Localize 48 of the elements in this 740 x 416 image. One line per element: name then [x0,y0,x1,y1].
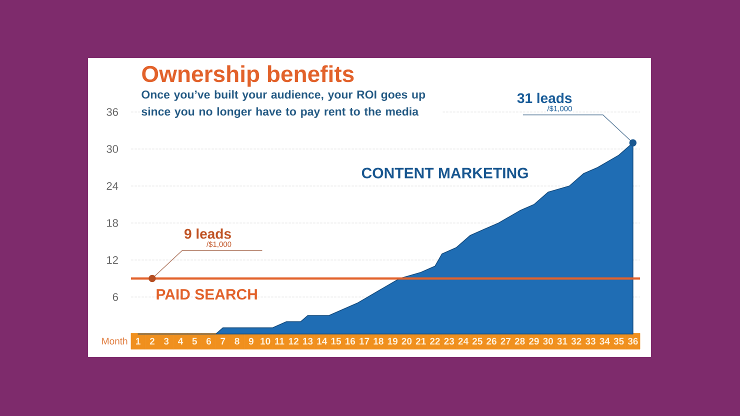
x-tick-label: 35 [614,338,624,345]
x-tick-label: 23 [444,338,454,345]
series-label: PAID SEARCH [156,289,257,300]
x-tick-label: 28 [514,338,525,345]
x-tick-label: 11 [275,338,284,344]
x-tick-label: 6 [206,338,212,345]
y-tick-label: 30 [106,145,118,153]
x-tick-label: 19 [388,338,398,345]
chart-title: Ownership benefits [142,65,354,87]
x-tick-label: 22 [430,338,440,345]
x-tick-label: 2 [150,338,154,345]
x-tick-label: 14 [317,338,328,344]
chart-subtitle: Once you’ve built your audience, your ROI goes up since you no longer have to pay rent to the media [142,90,426,118]
y-tick-label: 36 [106,108,118,116]
x-tick-label: 17 [360,338,370,344]
x-tick-label: 31 [557,338,568,345]
x-axis-title: Month [102,338,128,344]
y-tick-label: 12 [107,256,118,264]
x-tick-label: 24 [458,338,468,345]
series-label: CONTENT MARKETING [362,168,528,178]
x-tick-label: 21 [416,338,426,345]
x-tick-label: 10 [260,338,270,345]
x-tick-label: 25 [472,338,482,345]
x-tick-label: 36 [628,338,638,345]
x-tick-label: 3 [164,338,169,345]
x-tick-label: 16 [345,338,356,345]
y-tick-label: 18 [107,219,118,227]
x-tick-label: 1 [136,338,140,344]
x-tick-label: 7 [220,338,226,344]
x-tick-label: 34 [600,338,610,345]
x-tick-label: 33 [585,338,596,345]
x-tick-label: 4 [178,338,184,344]
x-tick-label: 27 [500,338,511,345]
annotation: 31 leads [517,92,572,104]
x-tick-label: 12 [288,338,299,345]
x-tick-label: 8 [234,338,240,345]
x-tick-label: 18 [374,338,384,345]
x-tick-label: 20 [402,338,412,345]
y-tick-label: 6 [112,293,118,301]
x-tick-label: 13 [303,338,313,345]
x-tick-label: 29 [529,338,539,345]
x-tick-label: 32 [571,338,582,345]
x-tick-label: 5 [192,338,198,345]
x-tick-label: 15 [331,338,342,345]
x-tick-label: 9 [248,338,254,345]
y-tick-label: 24 [106,182,118,190]
x-tick-label: 30 [543,338,553,345]
x-tick-label: 26 [486,338,496,345]
